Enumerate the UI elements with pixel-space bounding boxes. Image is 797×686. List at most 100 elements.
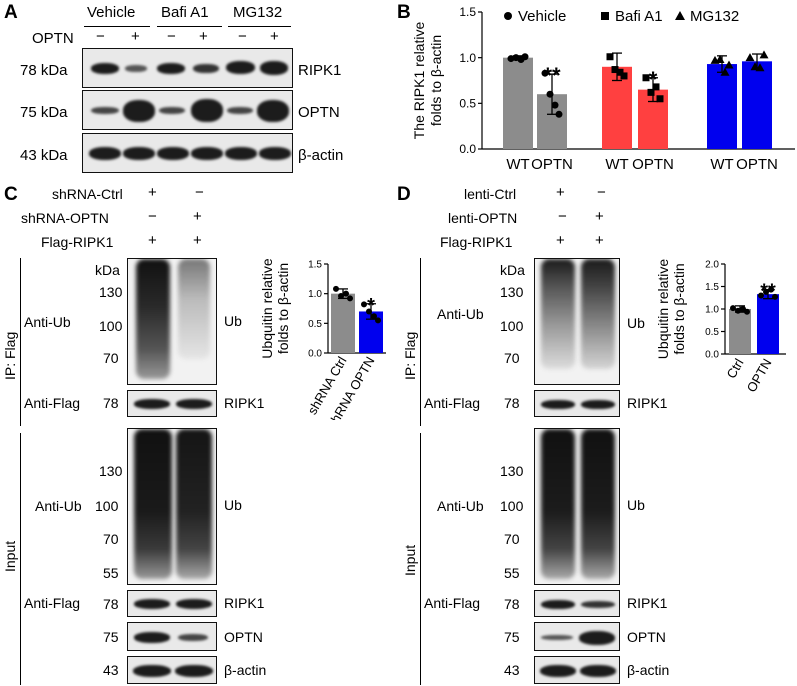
data-point (343, 290, 349, 297)
blot-input-ub (534, 428, 620, 585)
marker-130: 130 (500, 284, 524, 300)
blot-input-optn (534, 622, 620, 651)
data-point (546, 90, 554, 98)
actin-label: β-actin (627, 662, 670, 678)
data-point (768, 286, 774, 293)
treatment-label: lenti-OPTN (448, 210, 518, 226)
marker-78: 78 (504, 395, 520, 411)
data-point (371, 313, 377, 320)
x-tick-label: OPTN (531, 156, 573, 173)
anti-flag-label: Anti-Flag (424, 595, 481, 611)
data-point (642, 74, 650, 82)
ripk1-label: RIPK1 (627, 395, 668, 411)
data-point (772, 293, 778, 300)
input-label: Input (2, 540, 18, 572)
bar (331, 293, 355, 353)
legend-marker (675, 11, 685, 20)
ripk1-label: RIPK1 (627, 595, 668, 611)
group-label-vehicle: Vehicle (87, 4, 136, 21)
data-point (763, 288, 769, 295)
blot-input-flag (127, 590, 217, 617)
marker-78: 78 (103, 395, 119, 411)
marker-70: 70 (504, 531, 520, 547)
data-point (656, 95, 664, 103)
ub-label: Ub (627, 497, 645, 513)
treatment-label: shRNA-OPTN (21, 210, 109, 226)
ub-label: Ub (627, 315, 645, 331)
blot-ripk1 (82, 48, 293, 88)
data-point (347, 295, 353, 302)
y-axis-label: folds to β-actin (671, 263, 687, 354)
data-point (720, 67, 730, 76)
treatment-label: Flag-RIPK1 (440, 234, 513, 250)
anti-ub-label: Anti-Ub (35, 498, 82, 514)
lane-sign: + (556, 232, 565, 249)
group-bracket-bafi (157, 26, 222, 27)
y-axis-label: folds to β-actin (428, 35, 444, 126)
legend-marker (601, 12, 609, 20)
data-point (744, 308, 750, 315)
data-point (758, 292, 764, 299)
y-axis-label: Ubquitin relative (259, 258, 275, 359)
x-tick-label: WT (506, 156, 529, 173)
ip-divider (20, 258, 21, 426)
legend-marker (504, 12, 512, 20)
optn-label: OPTN (224, 629, 263, 645)
bar (757, 294, 779, 354)
group-label-bafi: Bafi A1 (161, 4, 209, 21)
kda-label: 43 kDa (20, 147, 68, 164)
y-tick-label: 0.0 (308, 349, 322, 360)
blot-input-ub (127, 428, 217, 585)
marker-100: 100 (500, 498, 524, 514)
marker-75: 75 (504, 629, 520, 645)
lane-sign: + (270, 28, 279, 45)
data-point (724, 60, 734, 69)
lane-sign: + (131, 28, 140, 45)
y-tick-label: 0.0 (459, 142, 476, 156)
data-point (652, 83, 660, 91)
blot-ip-ub (534, 258, 620, 385)
data-point (375, 317, 381, 324)
lane-sign: + (556, 184, 565, 201)
panel-label-c: C (4, 184, 18, 205)
group-label-mg132: MG132 (233, 4, 283, 21)
panel-label-a: A (4, 2, 18, 23)
lane-sign: − (597, 184, 606, 201)
marker-43: 43 (504, 662, 520, 678)
y-tick-label: 0.0 (705, 350, 719, 361)
chart-c: Ubquitin relative folds to β-actin 0.0 0.5 1… (259, 258, 386, 420)
x-tick-label: OPTN (632, 156, 674, 173)
kda-label: 75 kDa (20, 104, 68, 121)
data-point (745, 53, 755, 62)
marker-130: 130 (99, 284, 123, 300)
marker-55: 55 (504, 565, 520, 581)
chart-b: The RIPK1 relative folds to β-actin 0.0 0.5… (411, 5, 795, 173)
blot-input-actin (127, 656, 217, 684)
marker-70: 70 (103, 531, 119, 547)
data-point (555, 110, 563, 118)
marker-70: 70 (504, 350, 520, 366)
group-bracket-vehicle (84, 26, 150, 27)
y-tick-label: 0.5 (459, 97, 476, 111)
input-divider (420, 433, 421, 685)
treatment-label: Flag-RIPK1 (41, 234, 114, 250)
group-bracket-mg132 (228, 26, 291, 27)
lane-sign: − (167, 28, 176, 45)
blot-optn (82, 90, 293, 130)
data-point (735, 307, 741, 314)
data-point (521, 53, 529, 61)
lane-sign: − (148, 208, 157, 225)
significance-mark: * (367, 295, 375, 317)
data-point (333, 285, 339, 292)
y-tick-label: 1.5 (459, 5, 476, 19)
marker-43: 43 (103, 662, 119, 678)
bar (707, 64, 737, 149)
x-tick-label: WT (710, 156, 733, 173)
blot-input-flag (534, 590, 620, 617)
significance-mark: ** (760, 281, 776, 303)
marker-100: 100 (95, 498, 119, 514)
marker-100: 100 (99, 318, 123, 334)
data-point (759, 50, 769, 59)
y-axis-label: Ubquitin relative (655, 259, 671, 360)
y-tick-label: 1.0 (705, 305, 719, 316)
